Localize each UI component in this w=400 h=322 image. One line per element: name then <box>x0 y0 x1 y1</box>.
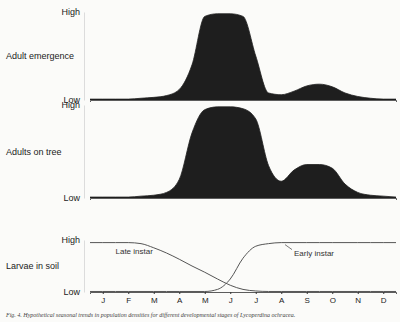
panel: Adult emergenceLowHigh <box>6 7 397 105</box>
tick-label: D <box>381 296 387 305</box>
tick: F <box>126 292 131 305</box>
panel: Late instarEarly instarLarvae in soilLow… <box>6 235 397 304</box>
panel-title: Larvae in soil <box>6 261 59 271</box>
tick-mark <box>205 292 206 294</box>
tick: J <box>254 292 258 305</box>
axis-line <box>91 101 397 103</box>
tick-mark <box>307 292 308 294</box>
tick-label: J <box>254 296 258 305</box>
tick: D <box>381 292 387 305</box>
tick-label: M <box>151 296 158 305</box>
tick: A <box>279 292 285 305</box>
tick-mark <box>281 292 282 294</box>
y-axis: Low High <box>61 100 84 203</box>
tick-label: A <box>177 296 183 305</box>
tick-mark <box>256 292 257 294</box>
x-axis <box>91 101 397 103</box>
area <box>90 107 396 198</box>
x-axis: JFMAMJJASOND <box>91 292 397 305</box>
tick-label: F <box>126 296 131 305</box>
tick: Low <box>63 287 84 297</box>
tick-label: J <box>101 296 105 305</box>
caption: Fig. 4. Hypothetical seasonal trends in … <box>5 312 295 318</box>
tick-mark <box>230 292 231 294</box>
tick: M <box>202 292 209 305</box>
line <box>90 243 396 292</box>
tick-mark <box>179 292 180 294</box>
series-label: Early instar <box>294 249 334 258</box>
tick: J <box>229 292 233 305</box>
tick-label: M <box>202 296 209 305</box>
tick: High <box>61 100 84 110</box>
series-label: Late instar <box>116 247 154 256</box>
tick-mark <box>128 292 129 294</box>
tick: S <box>305 292 310 305</box>
plot-area <box>90 107 396 198</box>
tick: N <box>355 292 361 305</box>
tick-label: N <box>355 296 361 305</box>
area <box>90 14 396 100</box>
tick-label: Low <box>63 287 80 297</box>
x-axis <box>91 199 397 201</box>
line <box>90 243 396 292</box>
pointer <box>285 245 292 250</box>
tick: A <box>177 292 183 305</box>
tick-mark <box>358 292 359 294</box>
tick-label: S <box>305 296 310 305</box>
tick: M <box>151 292 158 305</box>
plot-area <box>90 243 396 292</box>
tick-mark <box>154 292 155 294</box>
panel-title: Adult emergence <box>6 51 74 61</box>
tick-mark <box>332 292 333 294</box>
y-axis: Low High <box>61 235 84 297</box>
axis-line <box>84 106 85 199</box>
tick-mark <box>383 292 384 294</box>
y-axis: LowHigh <box>61 7 84 105</box>
tick-label: A <box>279 296 285 305</box>
tick: Low <box>63 193 84 203</box>
tick-label: J <box>229 296 233 305</box>
tick-label: Low <box>63 193 80 203</box>
tick-mark <box>103 292 104 294</box>
axis-line <box>91 199 397 201</box>
plot-area <box>90 14 396 100</box>
axis-line <box>91 293 397 295</box>
panel-title: Adults on tree <box>6 147 62 157</box>
tick: J <box>101 292 105 305</box>
tick-label: High <box>61 235 80 245</box>
tick-label: High <box>61 100 80 110</box>
tick: High <box>61 7 84 17</box>
tick-label: High <box>61 7 80 17</box>
figure: Adult emergenceLowHighAdults on treeLowH… <box>0 0 400 322</box>
panel: Adults on tree Low High <box>6 100 397 203</box>
tick: High <box>61 235 84 245</box>
axis-line <box>84 13 85 101</box>
tick-label: O <box>330 296 336 305</box>
tick: O <box>330 292 336 305</box>
axis-line <box>84 241 85 293</box>
